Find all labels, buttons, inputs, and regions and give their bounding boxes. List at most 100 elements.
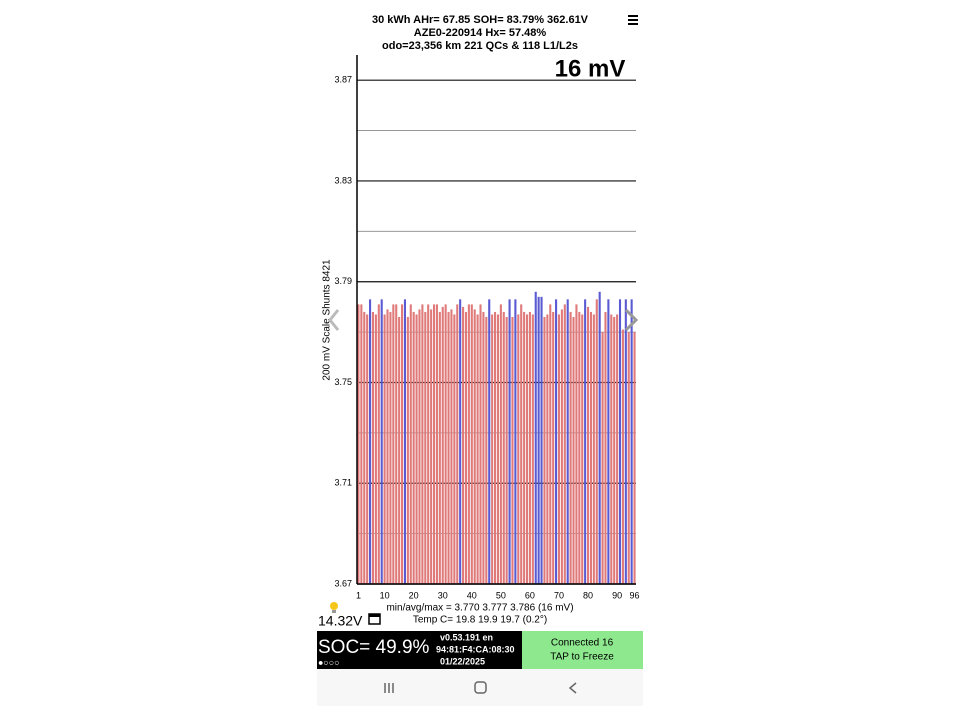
bar xyxy=(464,311,468,584)
bar xyxy=(386,309,389,584)
bar xyxy=(578,311,581,584)
y-tick-label: 3.75 xyxy=(334,377,352,387)
bar xyxy=(589,311,592,584)
status-panel xyxy=(317,631,522,669)
y-tick-label: 3.67 xyxy=(334,578,352,588)
bar xyxy=(476,314,479,584)
bar xyxy=(618,299,622,584)
bar xyxy=(531,314,534,584)
bar xyxy=(421,304,424,584)
bar xyxy=(540,296,543,584)
bar xyxy=(427,304,430,584)
bar xyxy=(537,296,540,584)
bar xyxy=(601,332,604,584)
connect-button[interactable] xyxy=(522,631,643,669)
bar xyxy=(491,314,494,584)
x-tick-label: 50 xyxy=(496,590,506,600)
x-tick-label: 40 xyxy=(467,590,477,600)
bar xyxy=(432,304,436,584)
bar xyxy=(555,299,558,584)
bar xyxy=(598,291,601,584)
bar xyxy=(523,311,526,584)
bar xyxy=(363,311,366,584)
bar xyxy=(528,311,531,584)
scale-badge: 16 mV xyxy=(555,55,626,82)
bar xyxy=(621,329,624,584)
bar xyxy=(587,306,590,584)
bar xyxy=(595,299,598,584)
bar xyxy=(374,314,377,584)
x-tick-label: 70 xyxy=(554,590,564,600)
bar xyxy=(459,299,462,584)
recent-apps-button[interactable] xyxy=(384,683,394,693)
temperature: Temp C= 19.8 19.9 19.7 (0.2°) xyxy=(413,615,547,626)
home-button[interactable] xyxy=(474,681,487,694)
bar xyxy=(499,304,502,584)
bar xyxy=(511,316,514,584)
bar xyxy=(552,311,555,584)
bar xyxy=(520,304,523,584)
bar xyxy=(401,304,404,584)
bar xyxy=(435,304,438,584)
bar xyxy=(369,299,372,584)
bar xyxy=(607,299,610,584)
x-tick-label: 96 xyxy=(630,590,640,600)
bar xyxy=(424,311,427,584)
bar xyxy=(546,314,549,584)
bar xyxy=(389,311,392,584)
bar xyxy=(453,314,456,584)
plot: 3.67 3.71 3.75 3.79 3.83 3.87 1 10 20 30 40 50 60 70 8… xyxy=(334,55,640,600)
x-tick-label: 30 xyxy=(438,590,448,600)
bar xyxy=(418,309,421,584)
menu-icon[interactable] xyxy=(628,15,638,25)
bar xyxy=(592,314,595,584)
bar xyxy=(470,304,473,584)
x-tick-label: 80 xyxy=(583,590,593,600)
bar xyxy=(441,306,444,584)
bar xyxy=(525,314,529,584)
bar xyxy=(604,311,607,584)
next-arrow[interactable] xyxy=(624,308,639,332)
header-line: 30 kWh AHr= 67.85 SOH= 83.79% 362.61V xyxy=(372,14,589,26)
bar xyxy=(575,304,578,584)
bar xyxy=(392,304,395,584)
y-tick-label: 3.79 xyxy=(334,276,352,286)
bar xyxy=(581,314,584,584)
bar xyxy=(560,309,563,584)
bar xyxy=(450,309,453,584)
bar xyxy=(616,314,619,584)
bar xyxy=(415,314,418,584)
bar xyxy=(517,314,520,584)
bar xyxy=(482,311,485,584)
bar xyxy=(569,311,572,584)
x-tick-label: 90 xyxy=(612,590,622,600)
bar xyxy=(412,311,415,584)
min-avg-max: min/avg/max = 3.770 3.777 3.786 (16 mV) xyxy=(386,603,573,614)
prev-arrow[interactable] xyxy=(328,309,340,331)
mac-address: 94:81:F4:CA:08:30 xyxy=(436,644,515,654)
bar xyxy=(505,316,508,584)
bar xyxy=(572,316,575,584)
calendar-icon[interactable] xyxy=(368,613,381,625)
bar xyxy=(613,316,616,584)
bar xyxy=(403,299,406,584)
x-tick-label: 60 xyxy=(525,590,535,600)
nav-bar xyxy=(317,669,643,706)
bar xyxy=(438,311,441,584)
bar xyxy=(409,304,412,584)
date: 01/22/2025 xyxy=(440,656,485,666)
bar xyxy=(624,299,627,584)
indicator-dots: ●○○○ xyxy=(318,657,340,667)
bar xyxy=(534,291,537,584)
bar xyxy=(502,311,505,584)
bar xyxy=(543,316,546,584)
header-line: odo=23,356 km 221 QCs & 118 L1/L2s xyxy=(382,40,578,52)
bar xyxy=(633,332,636,584)
soc: SOC= 49.9% xyxy=(318,637,430,658)
y-tick-label: 3.71 xyxy=(334,478,352,488)
bar xyxy=(380,299,383,584)
back-button[interactable] xyxy=(568,682,577,694)
x-tick-label: 20 xyxy=(409,590,419,600)
